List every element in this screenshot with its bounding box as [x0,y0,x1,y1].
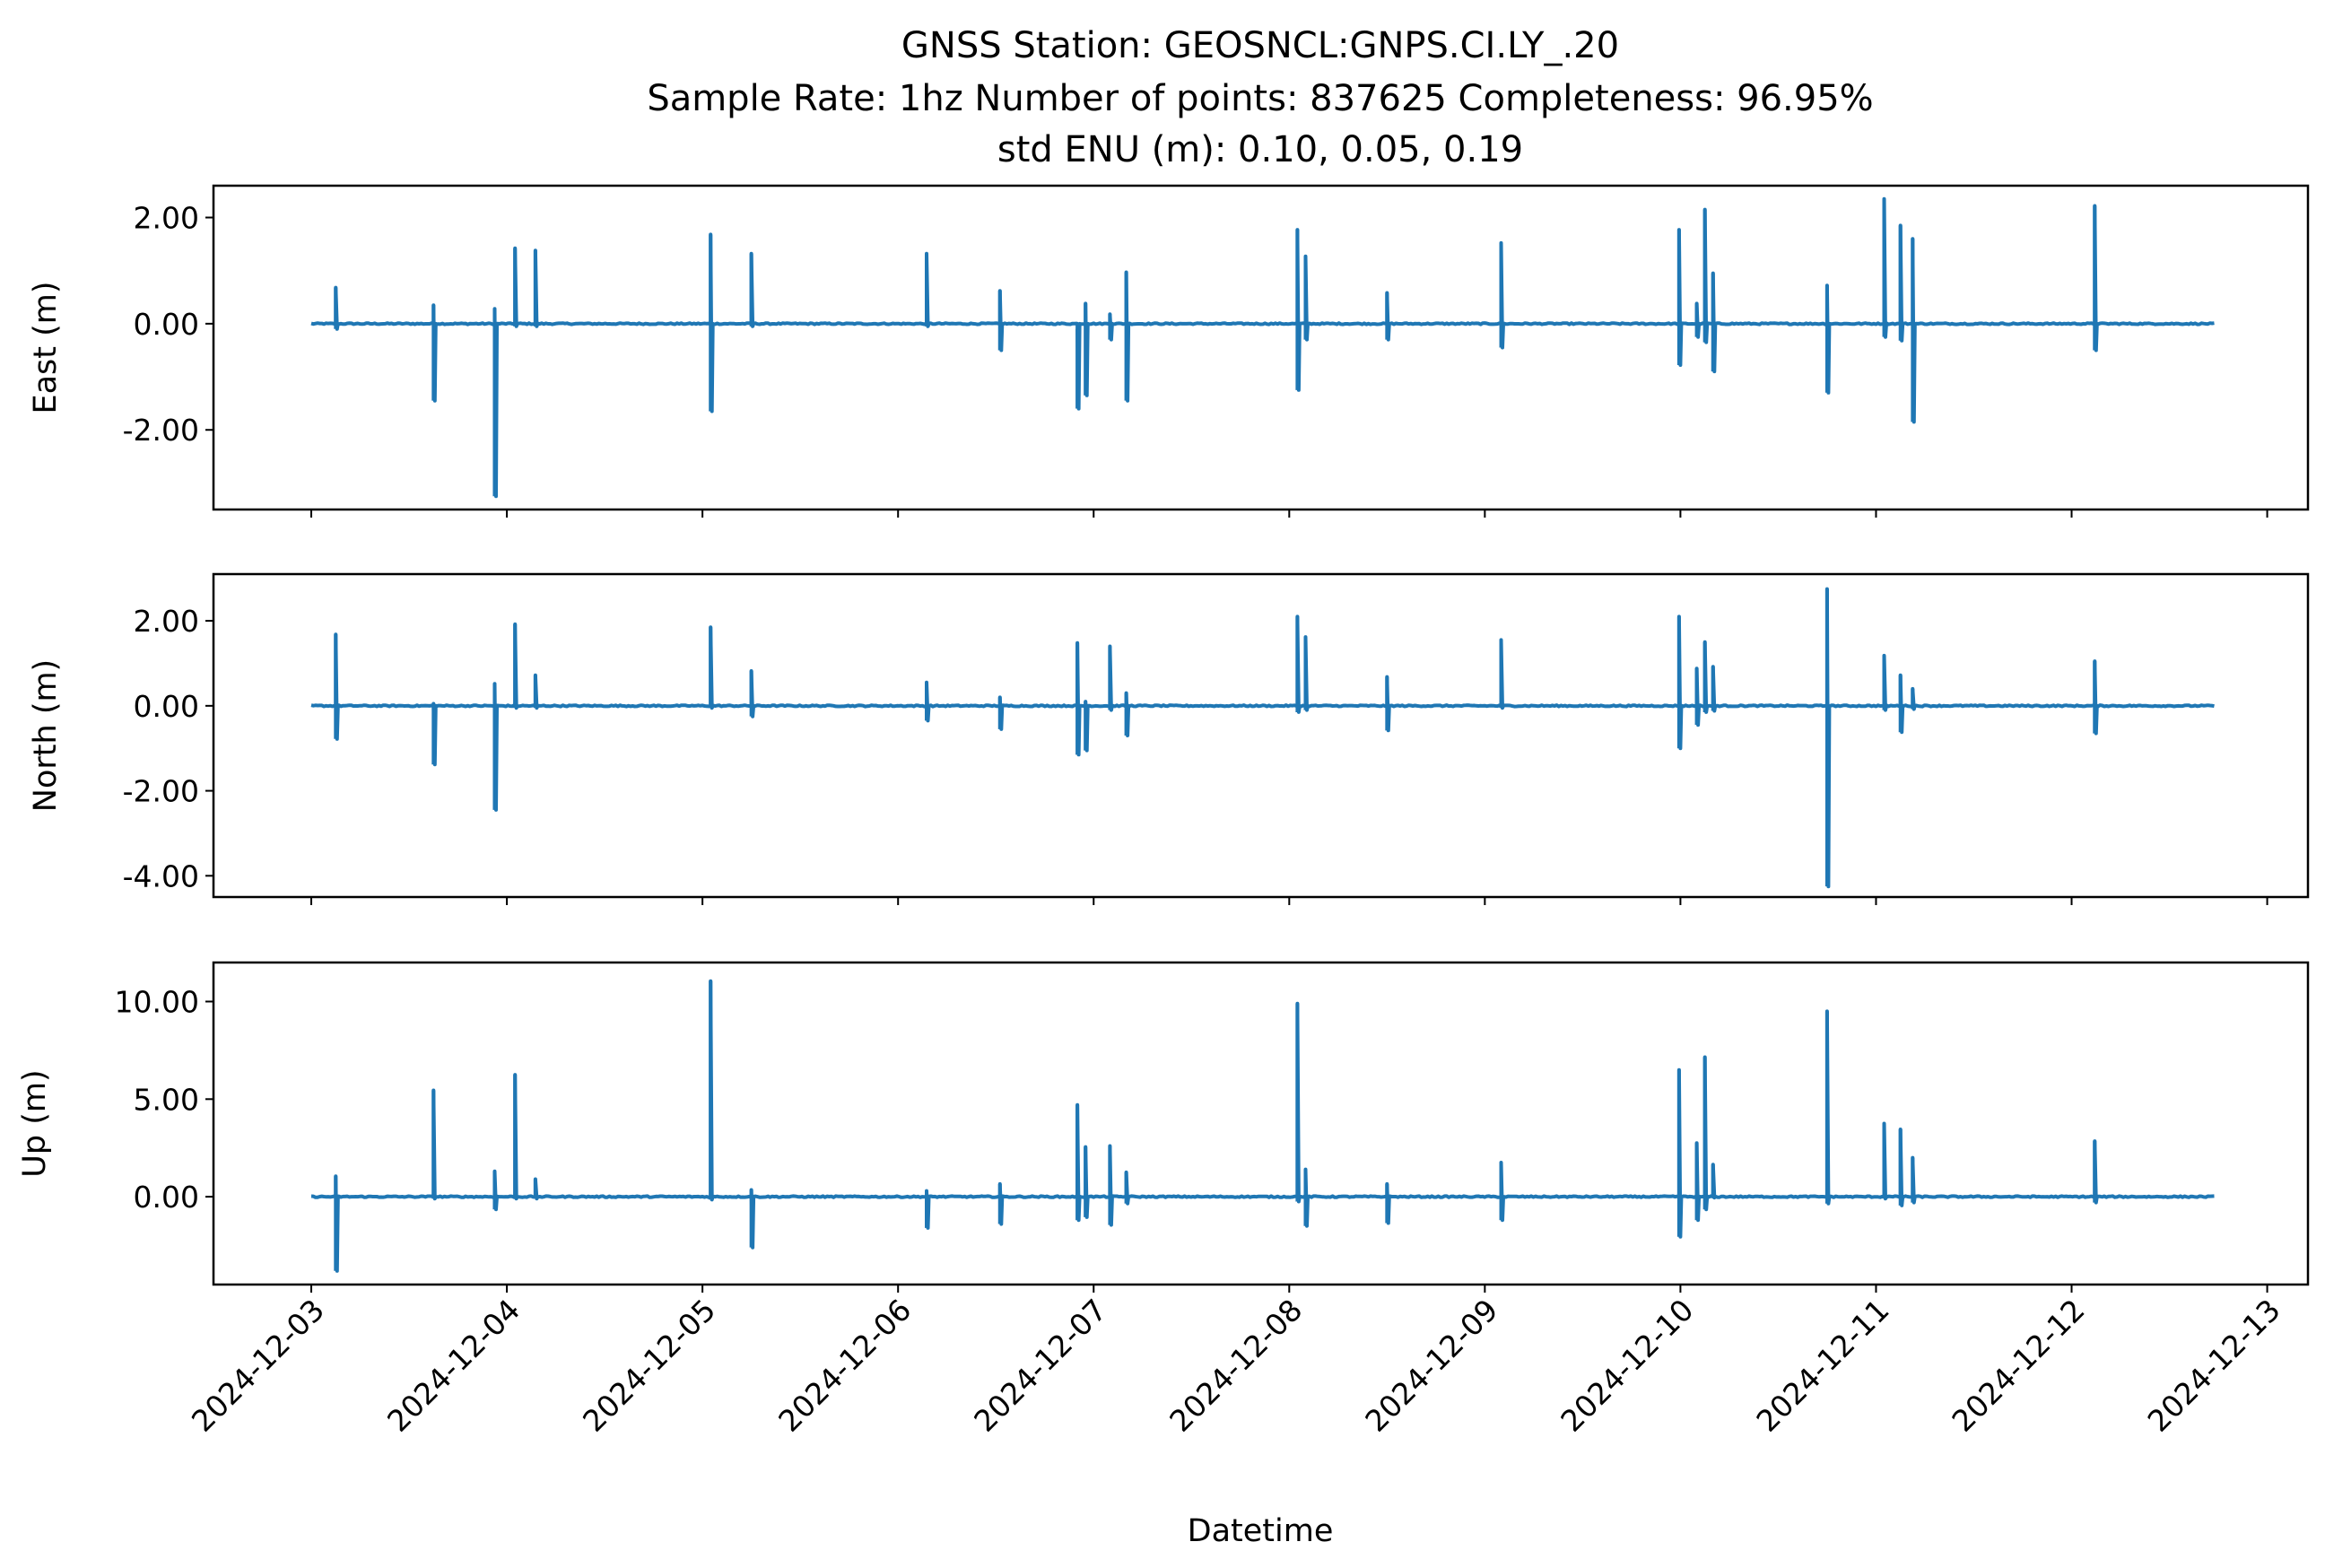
x-axis-label: Datetime [1188,1513,1334,1549]
east-ytick-label-0: 2.00 [134,201,199,236]
north-ytick-label-0: 2.00 [134,604,199,639]
north-ytick-label-3: -4.00 [123,858,199,893]
east-ytick-label-1: 0.00 [134,307,199,342]
east-panel: 2.00 0.00 -2.00 East (m) [28,184,2310,518]
north-ytick-label-2: -2.00 [123,774,199,809]
title-line-2: Sample Rate: 1hz Number of points: 83762… [647,78,1873,119]
up-y-axis-label: Up (m) [17,1069,53,1177]
east-y-axis-label: East (m) [28,281,64,414]
north-series-line [310,587,2215,889]
up-ytick-label-2: 0.00 [134,1180,199,1215]
east-axes-frame [212,184,2310,511]
chart-title: GNSS Station: GEOSNCL:GNPS.CI.LY_.20 Sam… [647,25,1873,170]
north-ytick-label-1: 0.00 [134,689,199,724]
title-line-1: GNSS Station: GEOSNCL:GNPS.CI.LY_.20 [901,25,1619,66]
north-y-axis-label: North (m) [28,659,64,812]
up-ytick-label-1: 5.00 [134,1082,199,1117]
up-axes-frame [212,961,2310,1286]
north-axes-frame [212,572,2310,899]
north-panel: 2.00 0.00 -2.00 -4.00 North (m) [28,572,2310,905]
title-line-3: std ENU (m): 0.10, 0.05, 0.19 [997,129,1523,170]
east-ytick-label-2: -2.00 [123,413,199,448]
up-ytick-label-0: 10.00 [115,985,199,1020]
